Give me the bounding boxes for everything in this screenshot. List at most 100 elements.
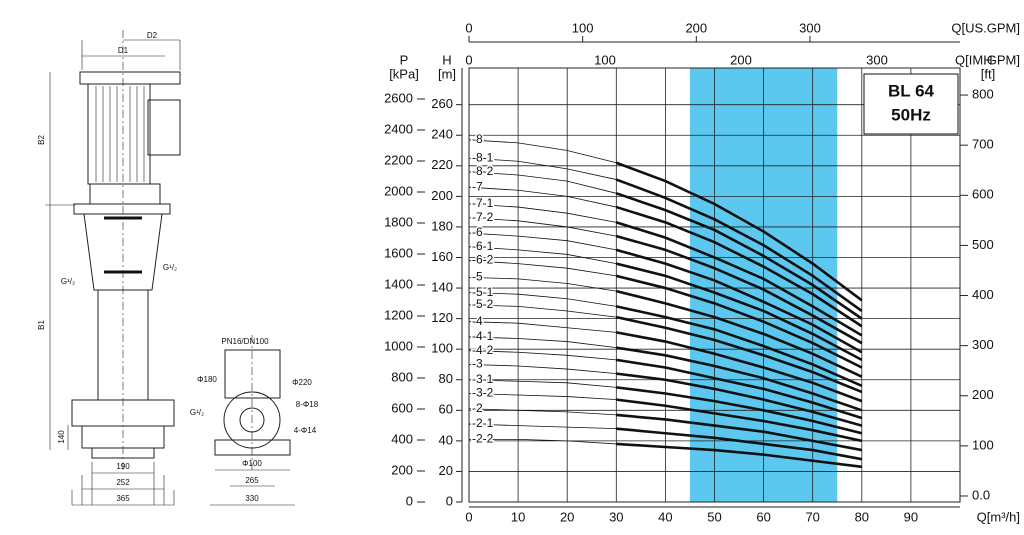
y-tick-label: 240 [431, 127, 453, 142]
x3-tick-label: 300 [866, 52, 888, 67]
curve-label: -5-1 [472, 285, 494, 299]
y3-axis-unit: [ft] [981, 66, 995, 81]
curve-label: -7-2 [472, 210, 494, 224]
x2-tick-label: 100 [572, 20, 594, 35]
chart-subtitle: 50Hz [891, 105, 931, 124]
dimension-label: G¹/₂ [190, 408, 204, 417]
x-tick-label: 50 [707, 509, 721, 524]
x3-tick-label: 100 [594, 52, 616, 67]
pump-curve-chart: 0 10 20 30 40 50 60 70 80 90 0 20 40 60 80 100 120 140 160… [384, 20, 1020, 524]
dimension-label: G¹/₂ [61, 277, 75, 286]
y-tick-label: 80 [439, 371, 453, 386]
dimension-label: Φ180 [197, 375, 217, 384]
y-tick-label: 0 [446, 493, 453, 508]
y2-tick-label: 800 [391, 369, 413, 384]
x-tick-label: 0 [465, 509, 472, 524]
curve-label: -4-2 [472, 343, 494, 357]
y2-tick-label: 1000 [384, 338, 413, 353]
dimension-label: D1 [118, 46, 129, 55]
y2-tick-label: 2200 [384, 152, 413, 167]
curve-bold [616, 346, 863, 412]
curve-bold [615, 248, 863, 354]
curve-bold [615, 262, 863, 362]
y2-tick-label: 600 [391, 400, 413, 415]
plot-frame [468, 67, 961, 503]
curve-bold [616, 331, 863, 403]
y3-tick-label: 700 [972, 137, 994, 152]
y-tick-label: 140 [431, 279, 453, 294]
y-tick-label: 20 [439, 463, 453, 478]
curve-label: -3-1 [472, 372, 494, 386]
curve-label: -2-1 [472, 416, 494, 430]
y3-axis-label: H [983, 52, 992, 67]
y2-tick-label: 1200 [384, 307, 413, 322]
curve-label: -8-2 [472, 164, 494, 178]
curve-bold [616, 398, 863, 443]
y2-axis-label: P [400, 52, 409, 67]
curve-bold [616, 305, 863, 388]
x-tick-label: 80 [855, 509, 869, 524]
y3-tick-label: 600 [972, 187, 994, 202]
y-tick-label: 220 [431, 157, 453, 172]
y2-tick-label: 1400 [384, 276, 413, 291]
y3-tick-label: 0.0 [972, 487, 990, 502]
dimension-label: Φ100 [242, 459, 262, 468]
x3-axis-label: Q[IM.GPM] [955, 52, 1020, 67]
curve-bold [616, 315, 863, 394]
curve-bold [616, 372, 863, 427]
x-tick-label: 70 [805, 509, 819, 524]
y-axis-unit: [m] [438, 66, 456, 81]
curve-label: -5 [472, 270, 483, 284]
curve-bold [615, 192, 863, 320]
x-tick-label: 20 [560, 509, 574, 524]
x2-tick-label: 0 [465, 20, 472, 35]
dimension-label: Φ220 [292, 378, 312, 387]
y-tick-label: 100 [431, 341, 453, 356]
y3-tick-label: 300 [972, 337, 994, 352]
curve-label: -6-2 [472, 253, 494, 267]
dimension-label: PN16/DN100 [221, 337, 269, 346]
y3-tick-label: 800 [972, 86, 994, 101]
y-tick-label: 40 [439, 432, 453, 447]
dimension-label: 8-Φ18 [296, 400, 319, 409]
y3-tick-label: 200 [972, 387, 994, 402]
curve-label: -6 [472, 225, 483, 239]
curve-bold [615, 289, 863, 378]
x-tick-label: 60 [756, 509, 770, 524]
y2-tick-label: 200 [391, 462, 413, 477]
curve-label: -3 [472, 357, 483, 371]
x-axis-label: Q[m³/h] [977, 509, 1020, 524]
curve-bold [616, 427, 863, 461]
curve-label: -7-1 [472, 196, 494, 210]
y-tick-label: 60 [439, 402, 453, 417]
x-tick-label: 90 [904, 509, 918, 524]
curve-label: -4-1 [472, 329, 494, 343]
curve-bold [615, 234, 863, 345]
y2-tick-label: 2600 [384, 90, 413, 105]
x3-tick-label: 200 [730, 52, 752, 67]
y3-tick-label: 400 [972, 287, 994, 302]
curve-label: -8 [472, 132, 483, 146]
curve-label: -7 [472, 179, 483, 193]
y2-tick-label: 1800 [384, 214, 413, 229]
dimension-label: B2 [37, 135, 46, 145]
dimension-label: 365 [116, 494, 130, 503]
curve-label: -5-2 [472, 297, 494, 311]
y-axis-label: H [442, 52, 451, 67]
curve-bold [615, 178, 863, 313]
x3-tick-label: 0 [465, 52, 472, 67]
curve-label: -3-2 [472, 386, 494, 400]
pump-drawing: D2 D1 B2 B1 G¹/₂ G¹/₂ 140 190 252 365 PN… [37, 30, 319, 506]
x2-tick-label: 300 [799, 20, 821, 35]
dimension-label: 265 [245, 476, 259, 485]
y-tick-label: 180 [431, 218, 453, 233]
dimension-label: B1 [37, 320, 46, 330]
curve-bold [615, 221, 863, 337]
x-tick-label: 10 [511, 509, 525, 524]
y-tick-label: 160 [431, 249, 453, 264]
curve-bold [616, 386, 863, 435]
y-tick-label: 120 [431, 310, 453, 325]
y2-tick-label: 2400 [384, 121, 413, 136]
dimension-label: D2 [147, 31, 158, 40]
